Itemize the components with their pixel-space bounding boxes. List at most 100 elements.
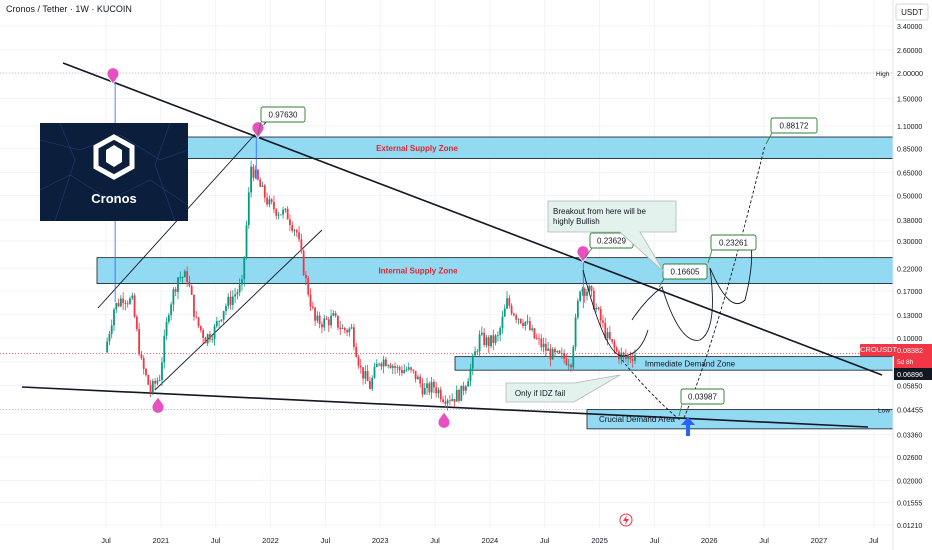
candle-body: [135, 316, 138, 330]
pin-shape: [251, 121, 265, 139]
candle-body: [129, 298, 131, 304]
candle-body: [110, 325, 113, 335]
candle-body: [151, 380, 154, 393]
candle-body: [366, 371, 369, 382]
candle-body: [574, 317, 577, 348]
candle-body: [241, 279, 243, 285]
candle-body: [140, 354, 143, 359]
connector-line: [707, 249, 713, 264]
candle-body: [222, 311, 225, 320]
x-tick-label: 2027: [811, 536, 828, 545]
candle-body: [547, 348, 550, 351]
callout-breakout-text: Breakout from here will be highly Bullish: [553, 207, 646, 226]
candle-body: [156, 380, 159, 384]
candle-body: [595, 307, 598, 310]
candle-body: [341, 327, 344, 329]
candle-body: [300, 239, 303, 251]
projection-curve-1: [582, 269, 649, 357]
candle-body: [624, 354, 627, 359]
candle-body: [115, 303, 118, 310]
x-tick-label: 2025: [591, 536, 608, 545]
candle-body: [515, 315, 518, 320]
tag-high-value: 2.00000: [897, 69, 923, 78]
price-axis[interactable]: 3.40000 2.60000 2.00000 1.50000 1.10000 0.850…: [892, 0, 932, 550]
candle-body: [186, 271, 189, 282]
candle-body: [622, 352, 625, 355]
symbol-title[interactable]: Cronos / Tether · 1W · KUCOIN: [6, 4, 132, 14]
candle-body: [414, 370, 417, 380]
candle-body: [359, 365, 362, 368]
candle-body: [599, 309, 602, 321]
candle-body: [455, 389, 458, 402]
candle-body: [373, 366, 376, 378]
time-axis[interactable]: Jul 2021 Jul 2022 Jul 2023 Jul 2024 Jul 2025 Jul 20…: [101, 536, 879, 545]
y-tick-label: 0.03360: [897, 432, 922, 439]
candle-body: [321, 324, 323, 328]
candle-body: [565, 358, 568, 365]
candle-body: [190, 285, 193, 295]
candle-body: [122, 298, 125, 304]
channel-lower: [154, 229, 323, 391]
candle-body: [426, 383, 428, 389]
tag-level-bg: [894, 368, 932, 380]
candle-body: [483, 332, 486, 345]
projection-dashed-1: [621, 359, 681, 421]
candle-body: [576, 300, 579, 318]
candle-body: [385, 359, 387, 366]
x-tick-label: Jul: [430, 536, 440, 545]
candle-body: [469, 368, 472, 382]
candle-body: [113, 309, 115, 326]
candle-body: [579, 291, 582, 301]
candle-body: [193, 294, 195, 317]
currency-button[interactable]: [895, 3, 929, 21]
candle-body: [419, 376, 422, 384]
candle-body: [446, 400, 449, 404]
candle-body: [220, 319, 223, 321]
candle-body: [170, 304, 173, 316]
candle-body: [588, 285, 591, 292]
candle-body: [108, 334, 111, 342]
candle-body: [567, 364, 570, 366]
candle-body: [451, 399, 454, 401]
candle-body: [544, 343, 547, 351]
candle-body: [268, 199, 271, 205]
candle-body: [558, 350, 561, 354]
callout-line: Breakout from here will be: [553, 207, 646, 216]
candle-body: [581, 288, 584, 292]
candle-body: [355, 346, 358, 357]
candle-body: [391, 366, 394, 369]
candle-body: [590, 285, 593, 291]
candle-body: [462, 385, 465, 391]
candle-body: [126, 303, 129, 305]
candle-body: [357, 356, 360, 366]
y-tick-label: 0.50000: [897, 194, 922, 201]
y-tick-label: 0.05850: [897, 383, 922, 390]
x-tick-label: Jul: [101, 536, 111, 545]
replay-icon[interactable]: [619, 513, 633, 527]
connector-line: [678, 403, 683, 417]
y-tick-label: 0.65000: [897, 170, 922, 177]
candle-body: [138, 329, 141, 355]
candle-body: [606, 332, 609, 339]
label-03987: 0.03987: [688, 393, 717, 402]
pin-marker-icon: [251, 121, 265, 139]
candle-body: [542, 343, 545, 348]
candle-body: [602, 320, 604, 323]
candle-body: [471, 355, 474, 369]
candle-body: [245, 225, 248, 257]
y-tick-label: 0.01555: [897, 501, 922, 508]
candle-body: [202, 330, 205, 338]
candle-body: [183, 271, 186, 278]
candle-body: [343, 327, 346, 331]
tag-last-bg: [894, 344, 932, 368]
candle-body: [627, 356, 630, 359]
y-tick-label: 0.02600: [897, 455, 922, 462]
candle-body: [611, 339, 614, 342]
candle-body: [177, 277, 179, 292]
pin-shape: [151, 396, 165, 414]
y-tick-label: 0.85000: [897, 147, 922, 154]
candle-body: [442, 399, 444, 402]
candle-body: [348, 328, 351, 333]
candle-body: [234, 294, 237, 297]
